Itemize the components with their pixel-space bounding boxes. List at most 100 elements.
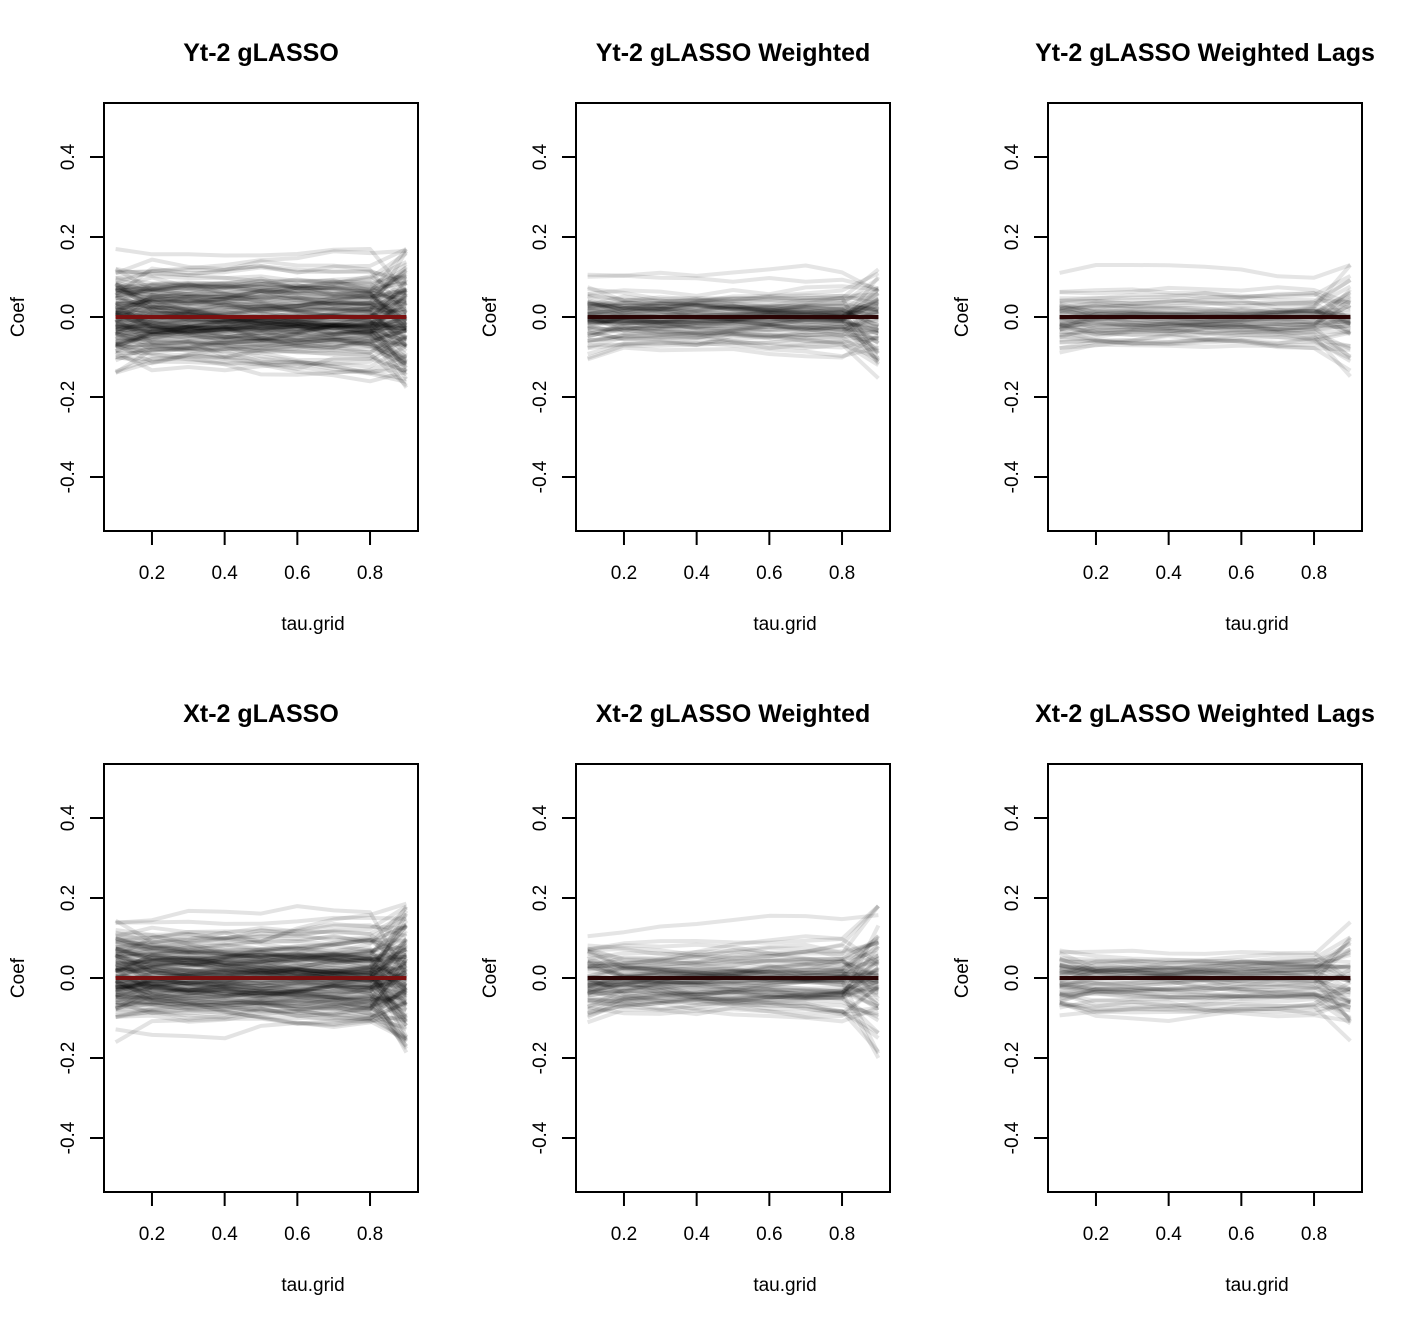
coef-line (115, 262, 408, 299)
coef-line (586, 972, 880, 1020)
coef-line (115, 952, 408, 985)
panel-5: Xt-2 gLASSO Weighted 0.2 0.4 0.6 0.8 -0.4 -0.2… (480, 700, 891, 1296)
coef-line (587, 960, 880, 994)
coef-line (587, 304, 880, 351)
coef-line (115, 987, 407, 1013)
coef-line (587, 989, 880, 1019)
coef-line (115, 281, 408, 334)
coef-line (1059, 967, 1352, 1003)
coef-line (587, 326, 880, 350)
chart-title: Xt-2 gLASSO (183, 700, 339, 728)
coef-line (115, 288, 407, 307)
x-axis-label: tau.grid (753, 614, 816, 635)
chart-title: Yt-2 gLASSO Weighted Lags (1035, 39, 1375, 67)
y-tick-label: 0.0 (530, 965, 551, 991)
coef-line (115, 281, 408, 319)
coef-line (114, 950, 407, 976)
coef-line (115, 304, 407, 343)
coef-line (587, 295, 879, 322)
coef-line (115, 948, 408, 979)
coef-line (1059, 969, 1353, 1023)
coef-line (115, 984, 407, 1000)
coef-line (587, 946, 880, 969)
coef-line (1059, 263, 1352, 280)
coef-line (587, 293, 879, 308)
coef-line (1059, 947, 1352, 973)
coef-line (587, 300, 880, 329)
coef-line (1059, 300, 1352, 327)
coef-line (587, 301, 881, 365)
coef-line (114, 984, 408, 1019)
coef-line (586, 294, 880, 328)
coef-line (587, 954, 880, 980)
coef-line (115, 310, 407, 329)
coef-line (115, 957, 409, 1013)
x-tick-label: 0.6 (284, 563, 310, 584)
coef-line (587, 336, 879, 359)
y-tick-label: 0.0 (1002, 304, 1023, 330)
coef-line (1059, 973, 1351, 999)
coef-line (587, 301, 879, 324)
x-tick-label: 0.4 (1155, 1224, 1182, 1245)
x-tick-label: 0.2 (611, 1224, 637, 1245)
coef-line (587, 299, 880, 327)
coef-line (115, 333, 408, 375)
coef-line (115, 936, 407, 963)
coef-line (115, 288, 407, 317)
coef-line (115, 322, 407, 343)
y-tick-label: -0.4 (1002, 1121, 1023, 1154)
coef-line (115, 961, 408, 979)
coef-line (115, 250, 409, 337)
coef-line (115, 947, 408, 979)
coef-line (586, 337, 880, 380)
coef-line (587, 940, 879, 961)
coef-line (1058, 986, 1352, 1023)
coef-line (1059, 322, 1352, 378)
coef-line (587, 292, 879, 310)
coef-line (115, 283, 408, 324)
coef-line (115, 322, 408, 370)
coef-line (1059, 991, 1352, 1020)
coef-line (1059, 325, 1351, 343)
coef-line (1059, 297, 1352, 340)
coef-line (115, 948, 409, 1038)
coef-line (1059, 989, 1352, 1021)
coef-line (115, 990, 407, 1004)
coef-line (115, 949, 407, 963)
coef-line (115, 299, 407, 328)
coef-line (586, 313, 879, 333)
coef-line (115, 291, 408, 321)
coef-line (587, 302, 880, 345)
coef-line (115, 265, 408, 307)
coef-line (115, 957, 409, 1013)
coef-line (114, 966, 408, 994)
coef-line (115, 937, 408, 974)
coef-line (587, 303, 879, 317)
coef-line (1058, 956, 1352, 984)
y-tick-label: -0.2 (1002, 1042, 1023, 1075)
y-tick-label: -0.4 (1002, 460, 1023, 493)
coef-line (1059, 304, 1351, 318)
coef-line (587, 338, 879, 354)
coef-line (1059, 321, 1351, 330)
x-axis-label: tau.grid (753, 1275, 816, 1296)
y-axis-label: Coef (952, 957, 973, 998)
coef-line (115, 336, 407, 347)
coef-line (587, 940, 880, 989)
coef-line (114, 972, 407, 1011)
coef-line (115, 916, 408, 945)
coef-line (1059, 979, 1351, 1000)
coef-line (114, 267, 408, 323)
coef-line (115, 247, 408, 280)
coef-line (115, 948, 409, 1007)
x-tick-label: 0.4 (683, 1224, 710, 1245)
coef-line (114, 961, 408, 999)
coef-line (1059, 920, 1352, 979)
coef-line (115, 952, 408, 989)
coef-line (115, 964, 408, 1011)
panel-2: Yt-2 gLASSO Weighted 0.2 0.4 0.6 0.8 -0.4 -0.2… (480, 39, 891, 635)
coef-line (587, 968, 880, 1003)
coef-line (115, 307, 407, 323)
coef-line (587, 302, 879, 323)
x-tick-label: 0.6 (1228, 563, 1254, 584)
